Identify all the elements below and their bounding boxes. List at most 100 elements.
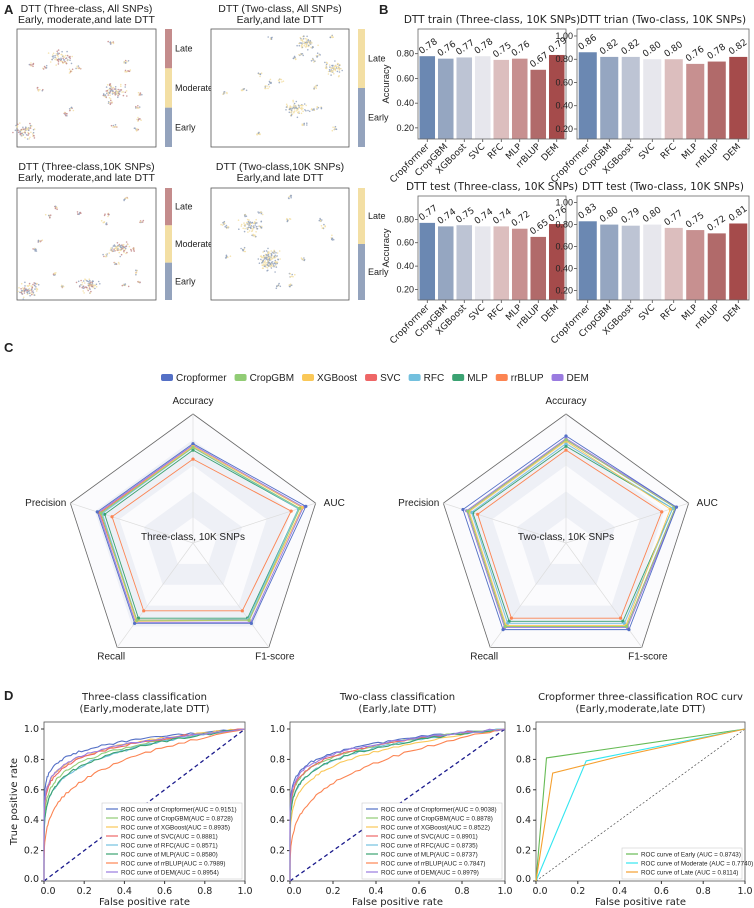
scatter-point <box>340 67 342 70</box>
scatter-point <box>133 250 135 252</box>
scatter-point <box>104 95 107 98</box>
radar-point <box>461 507 465 512</box>
y-tick-label: 0.40 <box>396 98 414 108</box>
scatter-point <box>86 288 89 290</box>
x-tick-label: 0.6 <box>157 886 172 897</box>
scatter-point <box>117 249 119 252</box>
scatter-point <box>308 110 311 113</box>
scatter-point <box>47 214 50 217</box>
scatter-point <box>276 261 278 263</box>
scatter-point <box>136 107 138 109</box>
scatter-point <box>263 261 266 263</box>
scatter-point <box>68 56 70 58</box>
scatter-point <box>309 42 312 44</box>
roc-legend-label: ROC curve of Early (AUC = 0.8743) <box>641 852 741 859</box>
scatter-point <box>109 41 111 44</box>
scatter-point <box>119 255 121 258</box>
radar-axis-label: AUC <box>697 498 718 509</box>
scatter-title: DTT (Two-class, All SNPs) <box>218 3 342 15</box>
y-tick-label: 0.6 <box>516 785 531 796</box>
scatter-point <box>138 94 140 96</box>
scatter-point <box>22 298 25 301</box>
scatter-point <box>271 261 274 263</box>
y-axis-label: True positive rate <box>9 758 20 846</box>
scatter-point <box>122 94 125 97</box>
bar <box>548 54 565 139</box>
scatter-point <box>70 62 73 65</box>
scatter-point <box>14 129 17 132</box>
scatter-point <box>269 263 272 266</box>
scatter-point <box>33 137 36 139</box>
scatter-point <box>135 273 137 276</box>
scatter-point <box>276 285 278 288</box>
scatter-point <box>26 285 29 287</box>
y-tick-label: 0.4 <box>24 815 39 826</box>
scatter-point <box>315 87 318 90</box>
scatter-point <box>241 89 244 92</box>
scatter-point <box>58 58 60 60</box>
scatter-point <box>114 245 116 247</box>
scatter-point <box>17 129 19 131</box>
scatter-point <box>338 64 341 66</box>
scatter-point <box>331 234 333 237</box>
scatter-point <box>307 49 309 51</box>
scatter-point <box>313 87 315 90</box>
scatter-point <box>269 256 272 259</box>
scatter-point <box>105 253 107 256</box>
scatter-point <box>106 84 109 86</box>
scatter-point <box>88 282 91 284</box>
scatter-point <box>243 246 246 249</box>
scatter-point <box>77 280 80 283</box>
x-tick-label: 1.0 <box>237 886 252 897</box>
scatter-point <box>124 284 127 287</box>
roc-legend-label: ROC curve of Cropformer(AUC = 0.9151) <box>121 807 237 814</box>
scatter-point <box>258 225 261 227</box>
radar-axis-label: Recall <box>97 651 125 662</box>
scatter-point <box>99 283 101 285</box>
scatter-point <box>139 220 142 223</box>
scatter-point <box>290 196 292 199</box>
scatter-point <box>336 67 339 70</box>
y-tick-label: 0.6 <box>270 785 285 796</box>
scatter-point <box>259 75 261 78</box>
radar-point <box>668 507 672 511</box>
scatter-point <box>280 78 283 81</box>
scatter-point <box>289 272 292 275</box>
scatter-point <box>37 283 40 286</box>
scatter-point <box>122 91 124 93</box>
scatter-point <box>127 70 130 72</box>
scatter-point <box>120 253 123 256</box>
scatter-point <box>240 247 242 250</box>
bar <box>643 59 662 139</box>
colorbar-segment <box>165 188 172 226</box>
scatter-point <box>124 198 126 201</box>
scatter-point <box>338 75 340 77</box>
roc-legend-label: ROC curve of XGBoost(AUC = 0.8935) <box>121 825 230 832</box>
chance-diagonal <box>535 728 746 882</box>
scatter-point <box>263 250 266 252</box>
scatter-point <box>124 71 126 73</box>
roc-legend-label: ROC curve of MLP(AUC = 0.8580) <box>121 852 218 859</box>
scatter-point <box>29 136 31 139</box>
scatter-point <box>250 225 253 227</box>
scatter-point <box>86 280 89 283</box>
scatter-point <box>118 92 120 95</box>
x-tick-label: DEM <box>540 303 561 324</box>
scatter-point <box>106 92 108 95</box>
scatter-point <box>60 59 63 61</box>
scatter-point <box>57 49 60 51</box>
radar-point <box>103 512 107 516</box>
scatter-point <box>66 54 69 57</box>
scatter-point <box>142 219 145 222</box>
scatter-point <box>119 89 121 91</box>
roc-curve-Cropformer <box>43 728 246 881</box>
scatter-point <box>320 107 323 110</box>
scatter-point <box>273 255 276 258</box>
radar-axis-label: Precision <box>398 498 439 509</box>
scatter-point <box>288 111 291 114</box>
bar <box>578 221 597 300</box>
scatter-point <box>238 228 240 230</box>
scatter-point <box>36 282 38 285</box>
x-tick-label: SVC <box>467 303 487 323</box>
scatter-point <box>291 107 293 110</box>
